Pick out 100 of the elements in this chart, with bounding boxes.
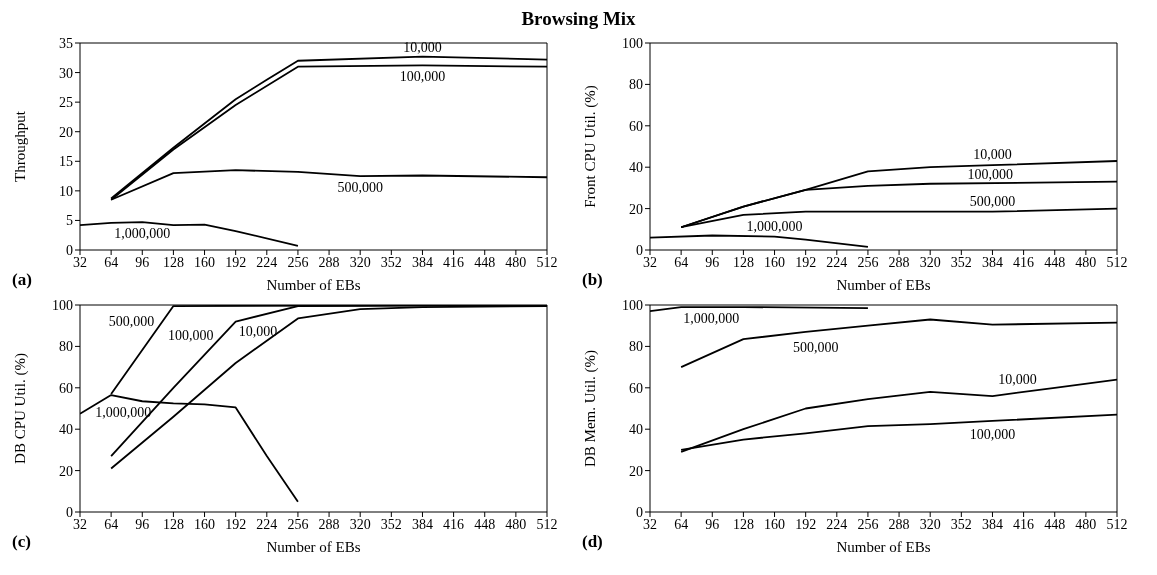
x-tick-label: 224 [826, 516, 848, 532]
y-tick-label: 15 [59, 154, 73, 170]
x-tick-label: 448 [1044, 254, 1066, 270]
series-label: 500,000 [792, 339, 839, 355]
text: (b) [582, 270, 603, 290]
x-tick-label: 32 [73, 516, 87, 532]
x-tick-label: 320 [919, 516, 941, 532]
x-tick-label: 192 [225, 254, 247, 270]
x-tick-label: 32 [643, 254, 657, 270]
series-label: 500,000 [969, 193, 1016, 209]
x-tick-label: 416 [443, 254, 465, 270]
x-tick-label: 96 [705, 516, 720, 532]
x-tick-label: 64 [674, 516, 689, 532]
y-axis-title: DB Mem. Util. (%) [582, 349, 600, 468]
x-axis-title: Number of EBs [836, 277, 931, 293]
x-tick-label: 64 [674, 254, 689, 270]
x-tick-label: 480 [1075, 516, 1097, 532]
y-axis-title: Throughput [12, 110, 29, 182]
series-label: 100,000 [399, 69, 446, 85]
chart-title: Browsing Mix [520, 8, 637, 31]
series-label: 10,000 [998, 372, 1037, 388]
y-tick-label: 35 [59, 35, 73, 51]
y-tick-label: 60 [629, 380, 643, 396]
y-tick-label: 10 [59, 183, 73, 199]
y-tick-label: 20 [629, 463, 643, 479]
x-tick-label: 32 [73, 254, 87, 270]
x-tick-label: 64 [104, 516, 119, 532]
x-tick-label: 192 [795, 254, 817, 270]
y-tick-label: 5 [66, 213, 73, 229]
series-label: 500,000 [337, 180, 383, 196]
x-tick-label: 256 [287, 516, 309, 532]
x-tick-label: 352 [950, 516, 972, 532]
x-tick-label: 96 [135, 254, 150, 270]
x-tick-label: 512 [1106, 254, 1128, 270]
y-tick-label: 80 [629, 77, 643, 93]
x-tick-label: 288 [318, 516, 340, 532]
y-tick-label: 100 [622, 35, 643, 51]
x-tick-label: 480 [505, 516, 527, 532]
y-tick-label: 40 [629, 422, 643, 438]
x-tick-label: 128 [162, 516, 184, 532]
x-tick-label: 128 [732, 516, 754, 532]
x-tick-label: 160 [764, 516, 786, 532]
x-tick-label: 128 [162, 254, 184, 270]
y-axis-title: DB CPU Util. (%) [12, 353, 30, 464]
text: (d) [582, 532, 603, 552]
y-tick-label: 20 [59, 463, 73, 479]
y-tick-label: 0 [636, 242, 643, 258]
series-label: 10,000 [973, 147, 1012, 163]
y-tick-label: 60 [629, 118, 643, 134]
y-tick-label: 20 [59, 124, 73, 140]
y-tick-label: 0 [66, 504, 73, 520]
y-tick-label: 25 [59, 95, 73, 111]
series-label: 100,000 [967, 166, 1013, 182]
series-label: 1,000,000 [95, 405, 152, 421]
x-tick-label: 32 [643, 516, 657, 532]
series-label: 100,000 [969, 426, 1016, 442]
x-tick-label: 192 [795, 516, 817, 532]
y-tick-label: 100 [52, 297, 73, 313]
x-tick-label: 384 [981, 254, 1003, 270]
x-tick-label: 64 [104, 254, 119, 270]
y-tick-label: 0 [636, 504, 643, 520]
y-tick-label: 40 [629, 160, 643, 176]
x-tick-label: 512 [536, 516, 558, 532]
x-tick-label: 256 [287, 254, 309, 270]
series-label: 1,000,000 [683, 311, 740, 327]
series-label: 1,000,000 [746, 218, 803, 234]
x-tick-label: 256 [857, 516, 879, 532]
y-tick-label: 30 [59, 65, 73, 81]
x-axis-title: Number of EBs [836, 539, 931, 555]
x-tick-label: 320 [349, 516, 371, 532]
x-tick-label: 192 [225, 516, 247, 532]
x-tick-label: 320 [349, 254, 371, 270]
x-tick-label: 224 [826, 254, 848, 270]
y-tick-label: 20 [629, 201, 643, 217]
x-tick-label: 96 [705, 254, 720, 270]
y-tick-label: 40 [59, 422, 73, 438]
x-tick-label: 384 [411, 254, 433, 270]
x-tick-label: 288 [888, 254, 910, 270]
x-tick-label: 160 [194, 516, 216, 532]
y-tick-label: 0 [66, 242, 73, 258]
series-label: 500,000 [108, 314, 155, 330]
x-tick-label: 416 [1013, 254, 1035, 270]
x-tick-label: 448 [474, 516, 496, 532]
x-axis-title: Number of EBs [266, 277, 361, 293]
x-tick-label: 128 [732, 254, 754, 270]
x-tick-label: 224 [256, 254, 278, 270]
series-label: 10,000 [238, 324, 278, 340]
x-tick-label: 480 [1075, 254, 1097, 270]
x-tick-label: 352 [380, 254, 402, 270]
x-tick-label: 416 [1013, 516, 1035, 532]
series-label: 100,000 [167, 327, 214, 343]
x-tick-label: 448 [474, 254, 496, 270]
x-tick-label: 96 [135, 516, 150, 532]
x-tick-label: 512 [1106, 516, 1128, 532]
x-tick-label: 448 [1044, 516, 1066, 532]
y-tick-label: 60 [59, 380, 73, 396]
x-tick-label: 416 [443, 516, 465, 532]
x-tick-label: 352 [950, 254, 972, 270]
x-tick-label: 512 [536, 254, 558, 270]
x-tick-label: 384 [411, 516, 433, 532]
